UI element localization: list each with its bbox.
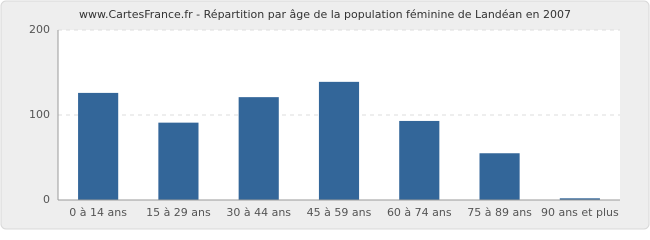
x-tick-label: 15 à 29 ans [146,206,211,219]
y-tick-label: 0 [43,193,50,206]
x-tick-label: 90 ans et plus [541,206,619,219]
chart: www.CartesFrance.fr - Répartition par âg… [0,0,650,230]
y-tick-label: 200 [29,23,50,36]
chart-title: www.CartesFrance.fr - Répartition par âg… [79,8,571,21]
x-tick-label: 60 à 74 ans [387,206,452,219]
x-tick-label: 0 à 14 ans [69,206,127,219]
bar [318,81,360,200]
bar [399,120,440,200]
x-tick-label: 45 à 59 ans [307,206,372,219]
bar [158,122,199,200]
bar [479,153,520,200]
y-tick-label: 100 [29,108,50,121]
x-tick-label: 75 à 89 ans [467,206,532,219]
bar [238,97,279,200]
bar [78,92,119,200]
bar [559,198,600,200]
x-tick-label: 30 à 44 ans [226,206,291,219]
